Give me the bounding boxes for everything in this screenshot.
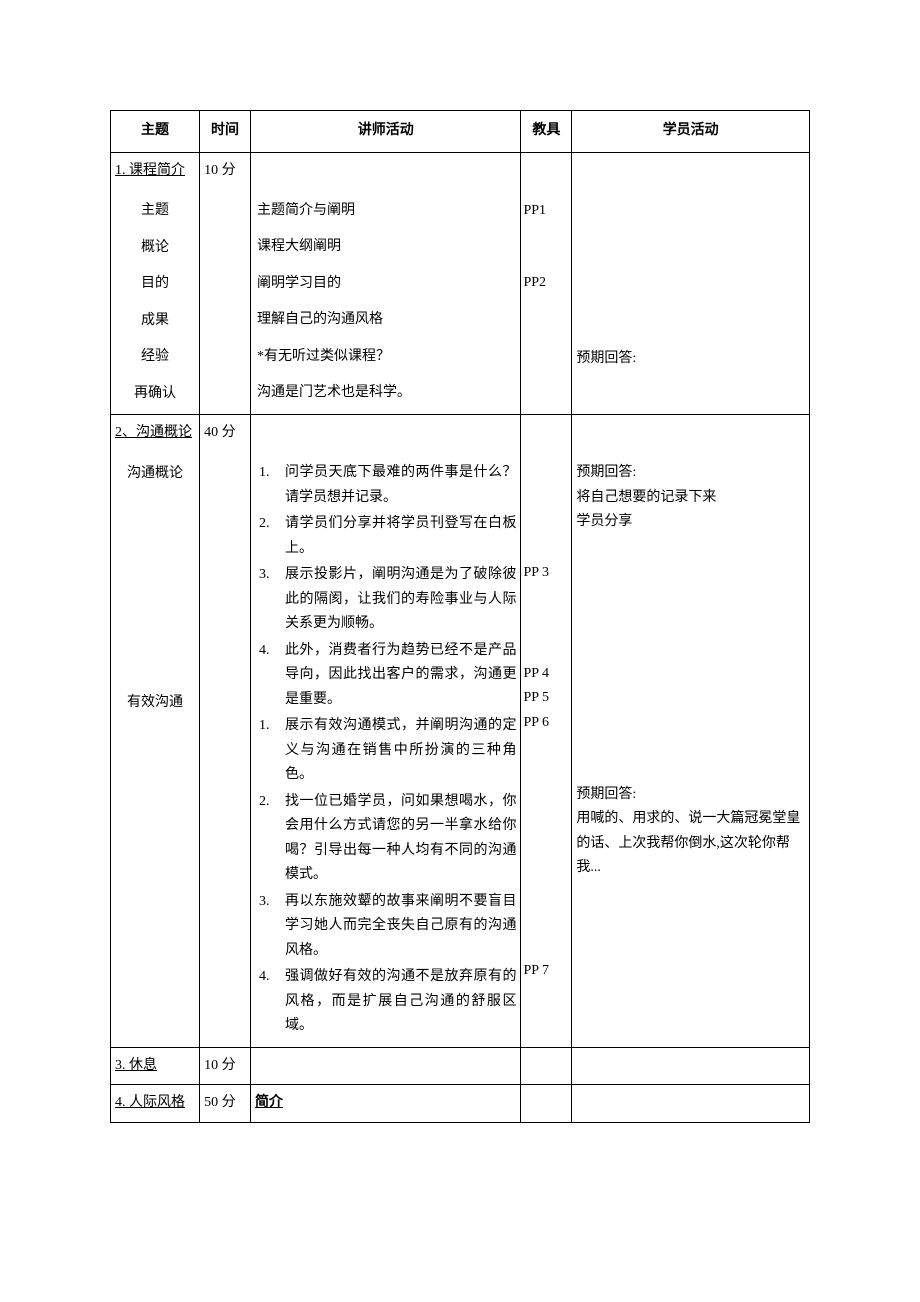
section-2-activity: 1.问学员天底下最难的两件事是什么？请学员想并记录。 2.请学员们分享并将学员刊…	[251, 415, 521, 1048]
section-2-tool-pp5: PP 5	[523, 686, 569, 711]
section-1-act-3: 阐明学习目的	[257, 272, 516, 297]
section-1-act-1: 主题简介与阐明	[257, 199, 516, 224]
section-2-tool-pp7: PP 7	[523, 959, 569, 984]
section-2-listA-1: 1.问学员天底下最难的两件事是什么？请学员想并记录。	[257, 461, 516, 510]
section-1-act-2: 课程大纲阐明	[257, 235, 516, 260]
section-3-tools	[521, 1047, 572, 1085]
section-1-tool-pp1: PP1	[523, 199, 569, 224]
section-2-student: 预期回答: 将自己想要的记录下来 学员分享 预期回答: 用喊的、用求的、说一大篇…	[572, 415, 810, 1048]
section-2-list-a: 1.问学员天底下最难的两件事是什么？请学员想并记录。 2.请学员们分享并将学员刊…	[257, 461, 516, 712]
section-1-act-4: 理解自己的沟通风格	[257, 308, 516, 333]
section-1-tools: PP1 PP2	[521, 152, 572, 415]
section-4-topic: 4. 人际风格	[111, 1085, 200, 1123]
header-row: 主题 时间 讲师活动 教具 学员活动	[111, 111, 810, 153]
header-tool: 教具	[521, 111, 572, 153]
section-1-sub-5: 经验	[115, 345, 195, 370]
section-2-tool-pp6: PP 6	[523, 711, 569, 736]
section-3-head: 3. 休息	[115, 1058, 157, 1073]
section-2-listB-3: 3.再以东施效颦的故事来阐明不要盲目学习她人而完全丧失自己原有的沟通风格。	[257, 890, 516, 964]
section-1-act-5: *有无听过类似课程？	[257, 345, 516, 370]
section-3-topic: 3. 休息	[111, 1047, 200, 1085]
section-1-student-text: 预期回答:	[576, 347, 805, 372]
section-1-sub-6: 再确认	[115, 382, 195, 407]
section-1-sub-2: 概论	[115, 236, 195, 261]
section-4-tools	[521, 1085, 572, 1123]
section-1-head: 1. 课程简介	[115, 163, 185, 178]
header-topic: 主题	[111, 111, 200, 153]
section-2-studentA-1: 预期回答:	[576, 461, 805, 486]
section-2-listB-4: 4.强调做好有效的沟通不是放弃原有的风格，而是扩展自己沟通的舒服区域。	[257, 965, 516, 1039]
section-2-sub-2: 有效沟通	[115, 691, 195, 716]
section-2-head: 2、沟通概论	[115, 425, 192, 440]
section-1-tool-pp2: PP2	[523, 271, 569, 296]
section-2-studentB-1: 预期回答:	[576, 783, 805, 808]
section-3-student	[572, 1047, 810, 1085]
section-2-studentB: 预期回答: 用喊的、用求的、说一大篇冠冕堂皇的话、上次我帮你倒水,这次轮你帮我.…	[576, 783, 805, 881]
section-2-listA-2: 2.请学员们分享并将学员刊登写在白板上。	[257, 512, 516, 561]
section-4-row: 4. 人际风格 50 分 简介	[111, 1085, 810, 1123]
section-2-tool-pp4: PP 4	[523, 662, 569, 687]
section-3-time: 10 分	[200, 1047, 251, 1085]
section-1-act-6: 沟通是门艺术也是科学。	[257, 381, 516, 406]
header-activity: 讲师活动	[251, 111, 521, 153]
section-1-topic: 1. 课程简介 主题 概论 目的 成果 经验 再确认	[111, 152, 200, 415]
section-2-studentA-2: 将自己想要的记录下来	[576, 486, 805, 511]
header-time: 时间	[200, 111, 251, 153]
section-2-listB-2: 2.找一位已婚学员，问如果想喝水，你会用什么方式请您的另一半拿水给你喝？引导出每…	[257, 790, 516, 888]
lesson-plan-table: 主题 时间 讲师活动 教具 学员活动 1. 课程简介 主题 概论 目的 成果 经…	[110, 110, 810, 1123]
section-1-sub-4: 成果	[115, 309, 195, 334]
section-2-studentB-2: 用喊的、用求的、说一大篇冠冕堂皇的话、上次我帮你倒水,这次轮你帮我...	[576, 807, 805, 881]
section-1-row: 1. 课程简介 主题 概论 目的 成果 经验 再确认 10 分 主题简介与阐明 …	[111, 152, 810, 415]
section-1-time: 10 分	[200, 152, 251, 415]
section-2-studentA-3: 学员分享	[576, 510, 805, 535]
section-1-sub-1: 主题	[115, 199, 195, 224]
section-4-student	[572, 1085, 810, 1123]
section-4-activity: 简介	[251, 1085, 521, 1123]
section-4-activity-text: 简介	[255, 1095, 283, 1110]
section-2-listA-3: 3.展示投影片，阐明沟通是为了破除彼此的隔阂，让我们的寿险事业与人际关系更为顺畅…	[257, 563, 516, 637]
section-4-time: 50 分	[200, 1085, 251, 1123]
section-1-student: 预期回答:	[572, 152, 810, 415]
section-2-time: 40 分	[200, 415, 251, 1048]
section-2-listB-1: 1.展示有效沟通模式，并阐明沟通的定义与沟通在销售中所扮演的三种角色。	[257, 714, 516, 788]
section-2-studentA: 预期回答: 将自己想要的记录下来 学员分享	[576, 461, 805, 535]
section-2-topic: 2、沟通概论 沟通概论 有效沟通	[111, 415, 200, 1048]
section-1-activity: 主题简介与阐明 课程大纲阐明 阐明学习目的 理解自己的沟通风格 *有无听过类似课…	[251, 152, 521, 415]
section-2-sub-1: 沟通概论	[115, 462, 195, 487]
section-2-tools: PP 3 PP 4 PP 5 PP 6 PP 7	[521, 415, 572, 1048]
section-3-row: 3. 休息 10 分	[111, 1047, 810, 1085]
section-2-listA-4: 4.此外，消费者行为趋势已经不是产品导向，因此找出客户的需求，沟通更是重要。	[257, 639, 516, 713]
section-3-activity	[251, 1047, 521, 1085]
section-4-head: 4. 人际风格	[115, 1095, 185, 1110]
section-2-list-b: 1.展示有效沟通模式，并阐明沟通的定义与沟通在销售中所扮演的三种角色。 2.找一…	[257, 714, 516, 1039]
header-student: 学员活动	[572, 111, 810, 153]
section-1-sub-3: 目的	[115, 272, 195, 297]
section-2-row: 2、沟通概论 沟通概论 有效沟通 40 分 1.问学员天底下最难的两件事是什么？…	[111, 415, 810, 1048]
section-2-tool-pp3: PP 3	[523, 561, 569, 586]
